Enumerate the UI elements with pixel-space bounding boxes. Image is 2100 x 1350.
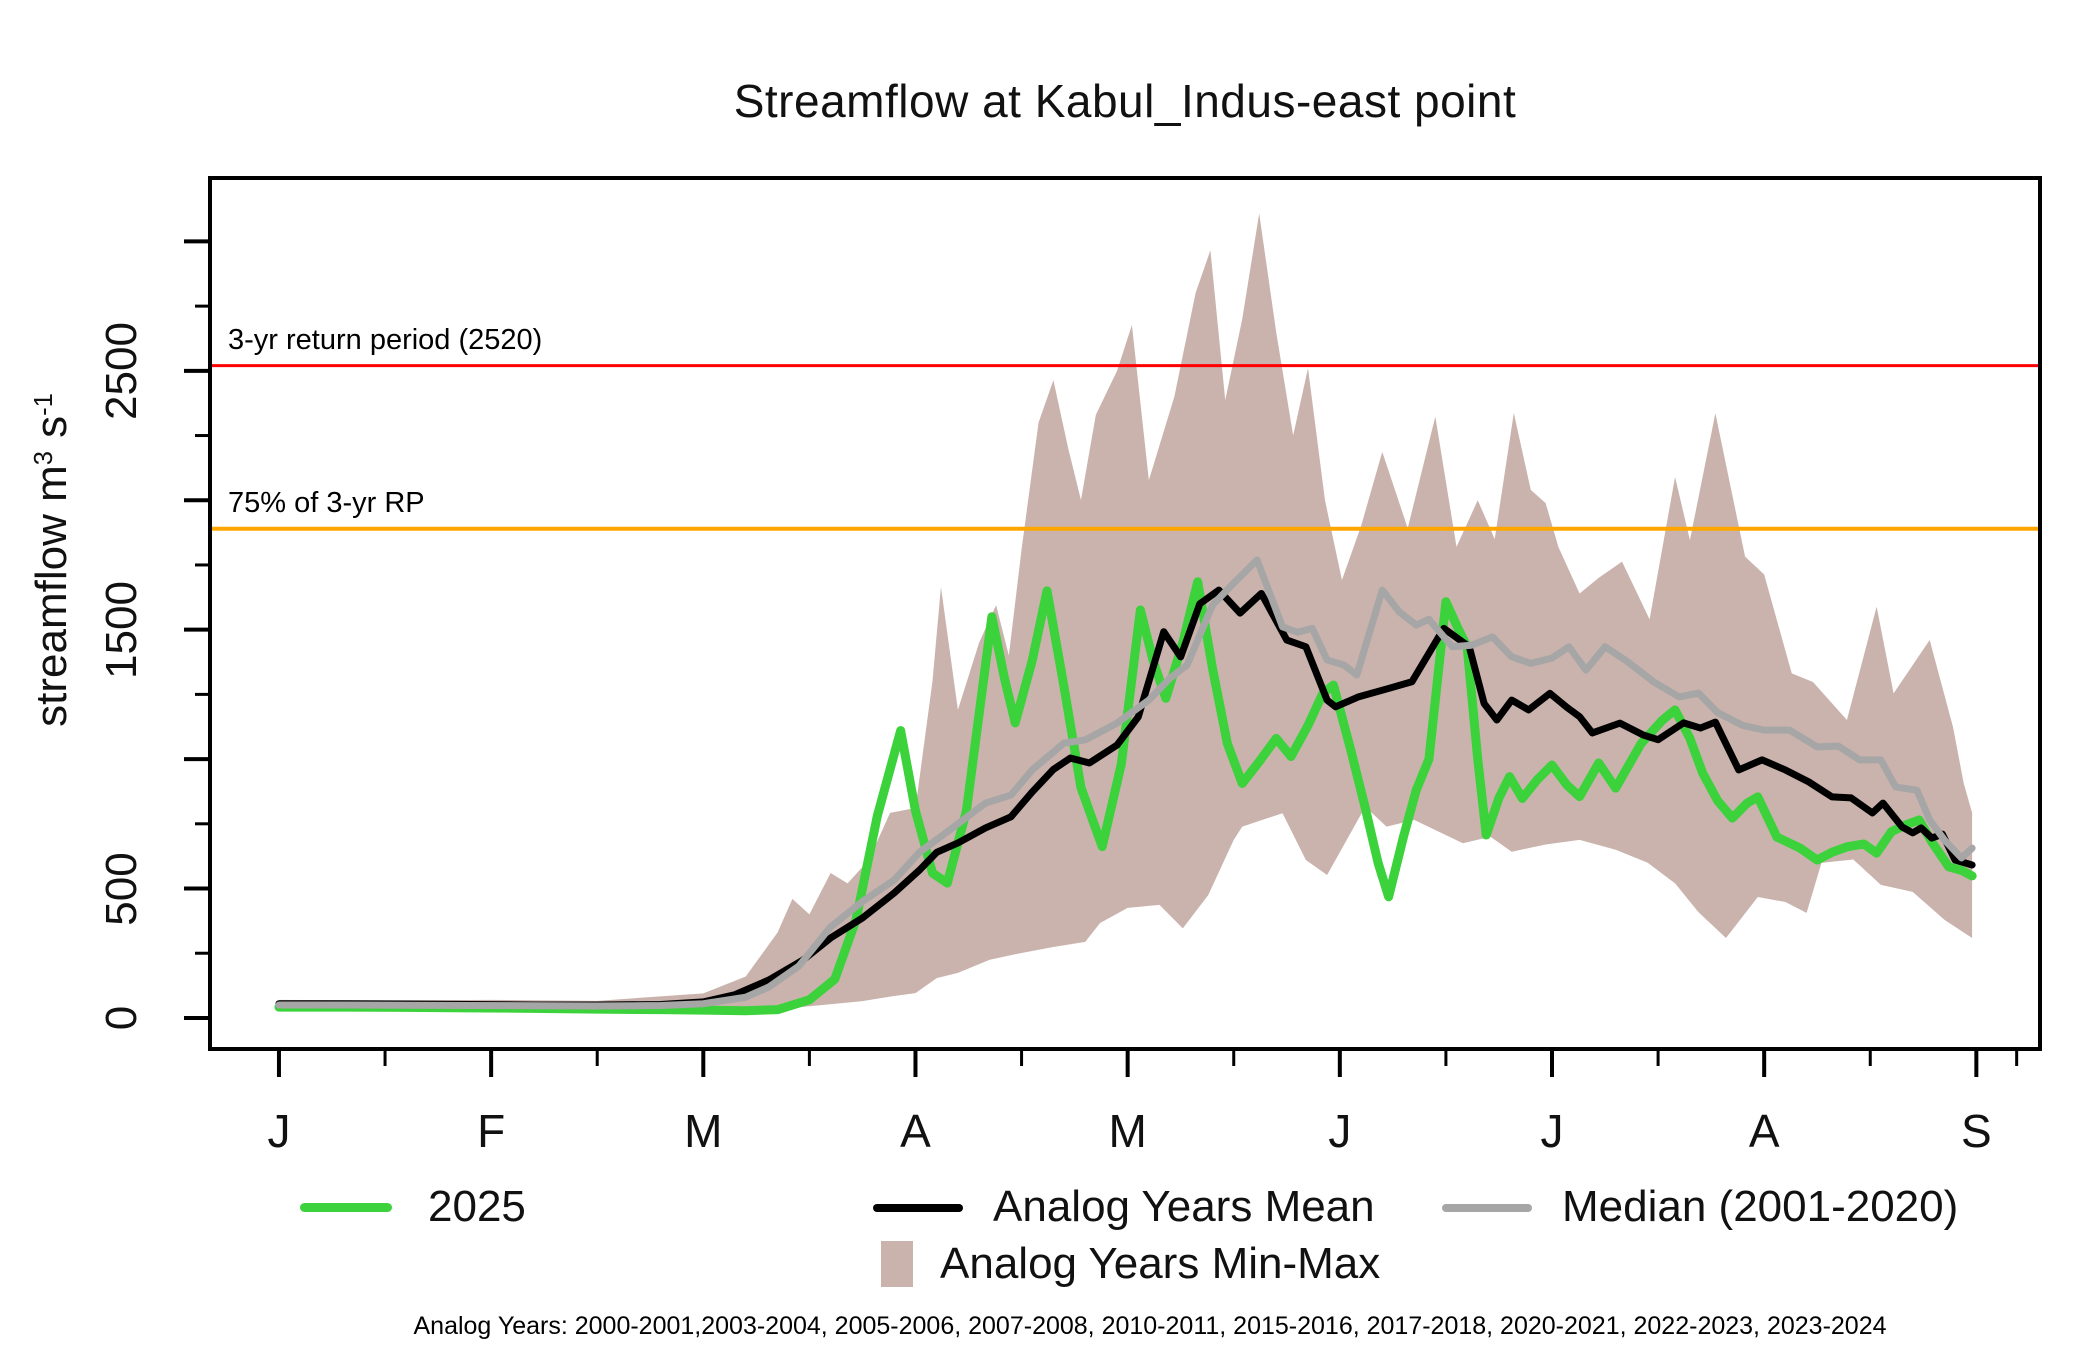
analog-years-minmax-band: [278, 213, 1973, 1012]
return-period-annotation: 3-yr return period (2520): [228, 324, 543, 356]
legend-label-analog-mean: Analog Years Mean: [993, 1182, 1375, 1231]
legend-label-median: Median (2001-2020): [1562, 1182, 1959, 1231]
x-tick-label-month-3: A: [900, 1105, 931, 1157]
x-tick-label-month-1: F: [477, 1105, 506, 1157]
series-line-2025: [274, 577, 1977, 1016]
x-tick-label-month-7: A: [1748, 1105, 1780, 1157]
x-tick-label-month-5: J: [1328, 1105, 1352, 1157]
legend-swatch-2025: [300, 1203, 392, 1212]
legend-swatch-minmax-band: [881, 1241, 913, 1287]
x-tick-label-month-0: J: [267, 1105, 291, 1157]
legend-label-2025: 2025: [428, 1182, 526, 1231]
series-line-median-2001-2020-: [275, 556, 1976, 1010]
page-title: Streamflow at Kabul_Indus-east point: [733, 75, 1517, 127]
analog-years-caption: Analog Years: 2000-2001,2003-2004, 2005-…: [413, 1312, 1887, 1340]
plot-box: [208, 176, 2042, 1051]
x-tick-label-month-2: M: [684, 1105, 723, 1157]
x-tick-label-month-4: M: [1108, 1105, 1147, 1157]
legend-swatch-median: [1442, 1204, 1532, 1212]
legend-swatch-analog-mean: [873, 1204, 963, 1212]
legend-label-minmax-band: Analog Years Min-Max: [940, 1239, 1381, 1288]
y-tick-label-2500: 2500: [97, 321, 146, 420]
y-tick-label-500: 500: [97, 851, 146, 926]
y-tick-label-0: 0: [97, 1005, 146, 1031]
series-line-analog-years-mean: [275, 586, 1976, 1009]
y-tick-label-1500: 1500: [97, 580, 146, 679]
x-tick-label-month-8: S: [1961, 1105, 1992, 1157]
x-tick-label-month-6: J: [1540, 1105, 1564, 1157]
rp75-annotation: 75% of 3-yr RP: [228, 487, 425, 519]
